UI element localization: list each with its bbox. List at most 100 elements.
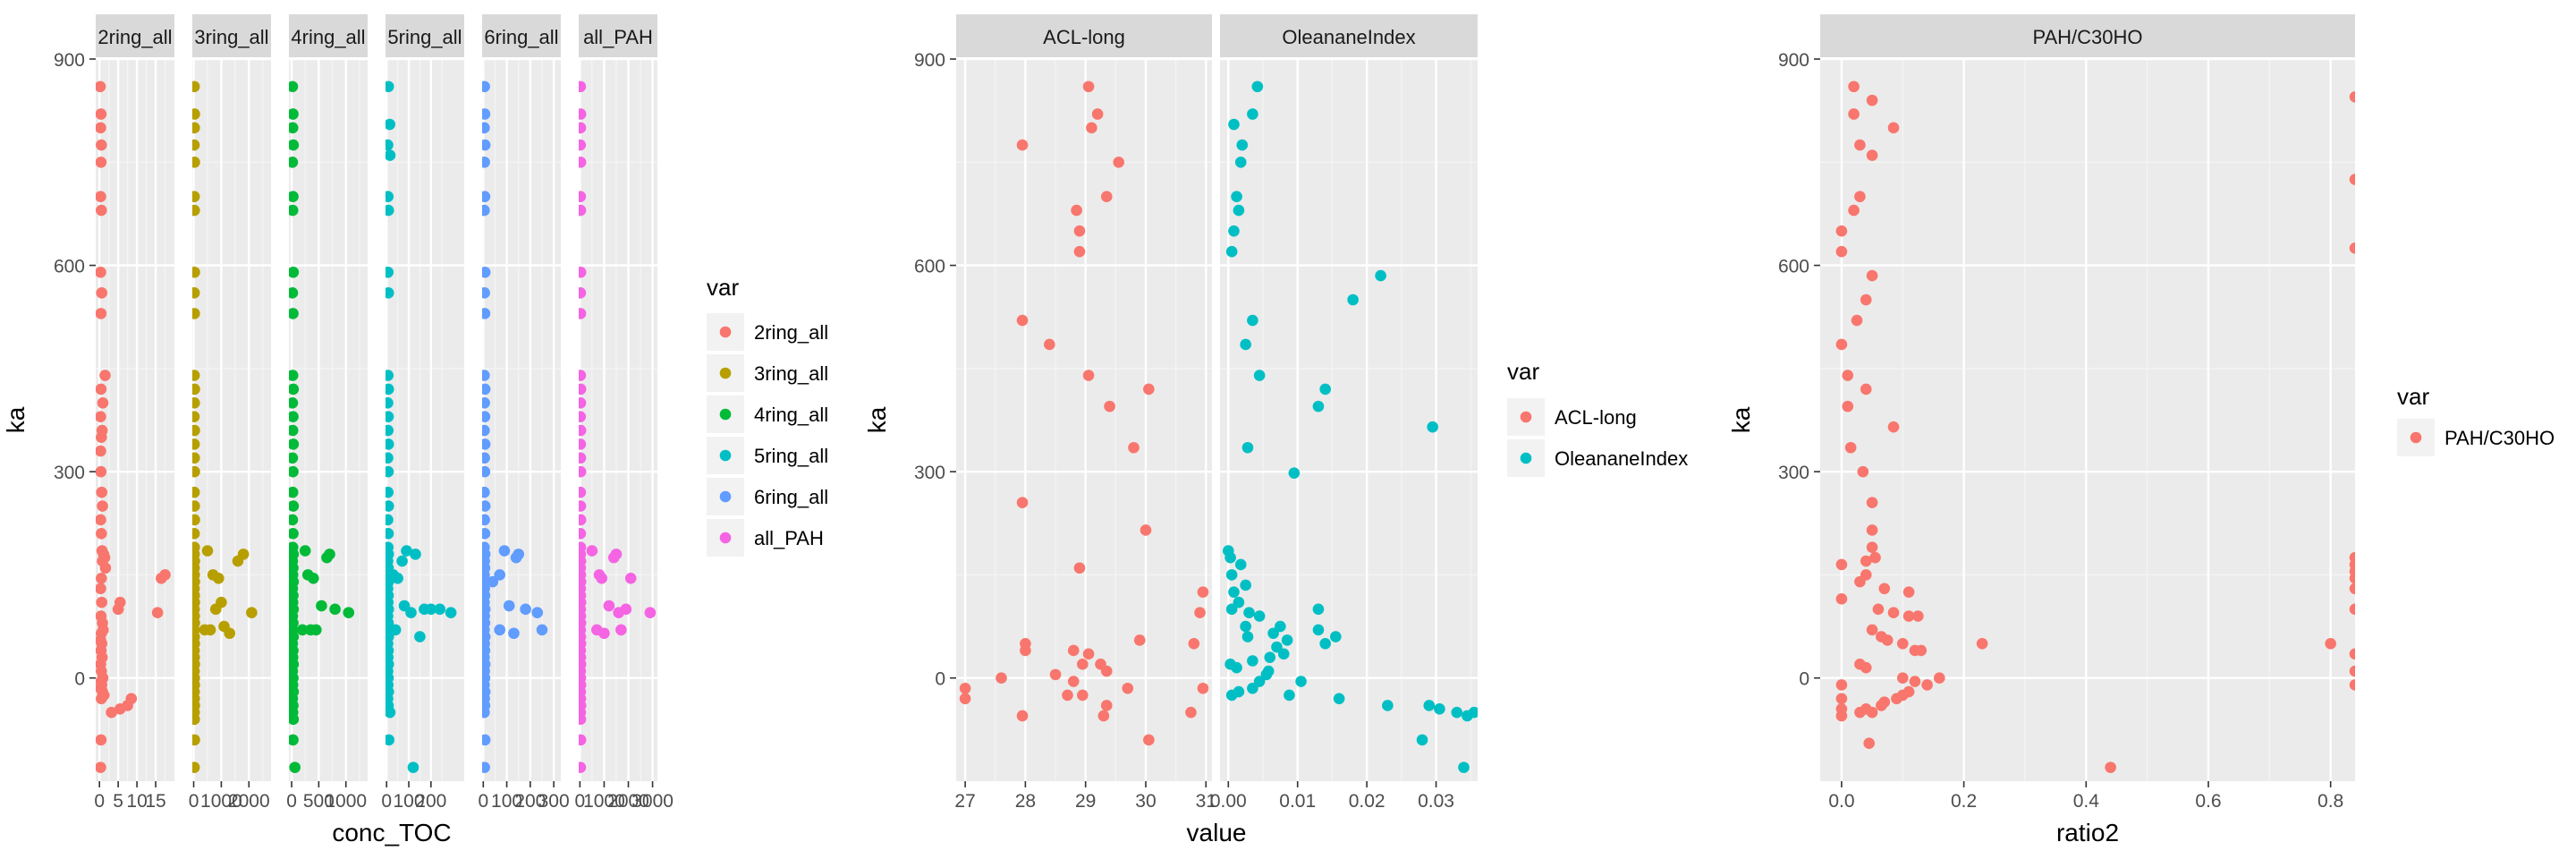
- data-point-6ring_all: [536, 624, 548, 636]
- data-point-6ring_all: [494, 624, 506, 636]
- data-point-PAH/C30HO: [1854, 191, 1866, 203]
- data-point-4ring_all: [289, 287, 299, 299]
- data-point-OleananeIndex: [1333, 693, 1345, 705]
- data-point-ACL-long: [1128, 441, 1140, 454]
- data-point-ACL-long: [1194, 607, 1206, 618]
- x-tick-label: 0.03: [1418, 791, 1454, 812]
- data-point-all_PAH: [579, 287, 587, 299]
- legend-swatch: [1520, 452, 1532, 464]
- data-point-3ring_all: [192, 191, 200, 203]
- panel-plot-area: [386, 59, 464, 781]
- data-point-3ring_all: [192, 122, 200, 134]
- legend: var PAH/C30HO: [2397, 383, 2555, 456]
- x-tick-label: 28: [1015, 791, 1036, 812]
- data-point-OleananeIndex: [1247, 108, 1258, 120]
- data-point-2ring_all: [96, 191, 106, 203]
- x-tick-label: 100: [491, 791, 522, 812]
- data-point-2ring_all: [96, 445, 106, 457]
- x-tick-label: 0.6: [2195, 791, 2221, 812]
- data-point-6ring_all: [482, 424, 490, 437]
- data-point-PAH/C30HO: [1842, 400, 1854, 412]
- data-point-OleananeIndex: [1253, 676, 1266, 687]
- facet-strip: [192, 14, 271, 57]
- data-point-PAH/C30HO: [1854, 139, 1866, 151]
- data-point-3ring_all: [192, 486, 200, 498]
- legend-title: var: [1507, 358, 1539, 385]
- data-point-OleananeIndex: [1312, 400, 1325, 412]
- data-point-2ring_all: [96, 596, 108, 608]
- data-point-3ring_all: [192, 108, 200, 120]
- legend-swatch: [2410, 431, 2422, 444]
- data-point-PAH/C30HO: [1860, 661, 1872, 674]
- data-point-5ring_all: [386, 514, 394, 526]
- legend-entry-label: PAH/C30HO: [2445, 427, 2555, 449]
- data-point-OleananeIndex: [1434, 703, 1445, 715]
- x-tick-label: 0.02: [1349, 791, 1385, 812]
- data-point-4ring_all: [343, 607, 355, 618]
- data-point-ACL-long: [1020, 644, 1031, 657]
- data-point-2ring_all: [96, 122, 106, 134]
- x-tick-label: 0.00: [1210, 791, 1247, 812]
- x-tick-label: 1000: [325, 791, 367, 812]
- data-point-PAH/C30HO: [1835, 338, 1848, 351]
- x-tick-label: 0: [286, 791, 297, 812]
- y-tick-label: 600: [1778, 257, 1809, 277]
- data-point-4ring_all: [289, 81, 299, 93]
- chart-3: PAH/C30HO 0.0 0.2 0.4 0.6 0.8 0 300 600 900 ka rati…: [1727, 14, 2555, 846]
- x-tick-label: 29: [1075, 791, 1096, 812]
- data-point-5ring_all: [405, 607, 417, 618]
- data-point-PAH/C30HO: [1902, 610, 1915, 622]
- x-tick-label: 300: [538, 791, 570, 812]
- data-point-5ring_all: [386, 465, 394, 478]
- data-point-ACL-long: [1197, 682, 1209, 694]
- data-point-4ring_all: [289, 370, 299, 381]
- data-point-OleananeIndex: [1231, 661, 1242, 674]
- data-point-ACL-long: [1185, 706, 1197, 719]
- panel-plot-area: [1820, 59, 2355, 781]
- data-point-PAH/C30HO: [1896, 637, 1909, 650]
- data-point-6ring_all: [482, 383, 491, 395]
- x-axis-title: ratio2: [2056, 819, 2119, 846]
- data-point-2ring_all: [96, 411, 106, 422]
- data-point-PAH/C30HO: [1835, 679, 1848, 691]
- data-point-5ring_all: [445, 607, 457, 618]
- data-point-2ring_all: [96, 139, 107, 151]
- x-tick-label: 0.0: [1828, 791, 1854, 812]
- data-point-PAH/C30HO: [1876, 700, 1887, 711]
- data-point-ACL-long: [996, 672, 1007, 685]
- data-point-6ring_all: [508, 627, 520, 640]
- data-point-3ring_all: [192, 81, 200, 93]
- data-point-6ring_all: [482, 396, 490, 409]
- x-tick-label: 0: [478, 791, 488, 812]
- legend-swatch: [1520, 411, 1532, 423]
- data-point-2ring_all: [96, 572, 107, 584]
- data-point-PAH/C30HO: [1866, 706, 1878, 719]
- data-point-OleananeIndex: [1253, 610, 1266, 622]
- data-point-5ring_all: [396, 555, 408, 567]
- data-point-PAH/C30HO: [1860, 293, 1872, 306]
- data-point-OleananeIndex: [1236, 139, 1249, 151]
- data-point-OleananeIndex: [1233, 596, 1245, 608]
- data-point-OleananeIndex: [1231, 191, 1242, 203]
- chart-2: ACL-long 27 28 29 30 31 OleananeIndex 0.00 0.01 0…: [863, 14, 1688, 846]
- data-point-2ring_all: [96, 528, 107, 540]
- facet-strip-label: PAH/C30HO: [2032, 26, 2142, 48]
- data-point-5ring_all: [407, 761, 419, 773]
- data-point-4ring_all: [289, 486, 299, 498]
- data-point-PAH/C30HO: [1887, 607, 1900, 618]
- data-point-PAH/C30HO: [2349, 679, 2355, 691]
- panel-background: [192, 59, 271, 781]
- data-point-PAH/C30HO: [1866, 269, 1878, 282]
- data-point-OleananeIndex: [1240, 620, 1251, 633]
- data-point-3ring_all: [192, 500, 200, 512]
- data-point-OleananeIndex: [1416, 734, 1428, 746]
- data-point-all_PAH: [579, 452, 587, 464]
- data-point-all_PAH: [579, 122, 587, 134]
- data-point-PAH/C30HO: [1866, 149, 1878, 161]
- data-point-6ring_all: [482, 308, 491, 319]
- data-point-6ring_all: [482, 486, 490, 498]
- data-point-4ring_all: [289, 122, 299, 134]
- data-point-PAH/C30HO: [1909, 676, 1921, 687]
- data-point-2ring_all: [97, 396, 109, 409]
- data-point-3ring_all: [192, 396, 200, 409]
